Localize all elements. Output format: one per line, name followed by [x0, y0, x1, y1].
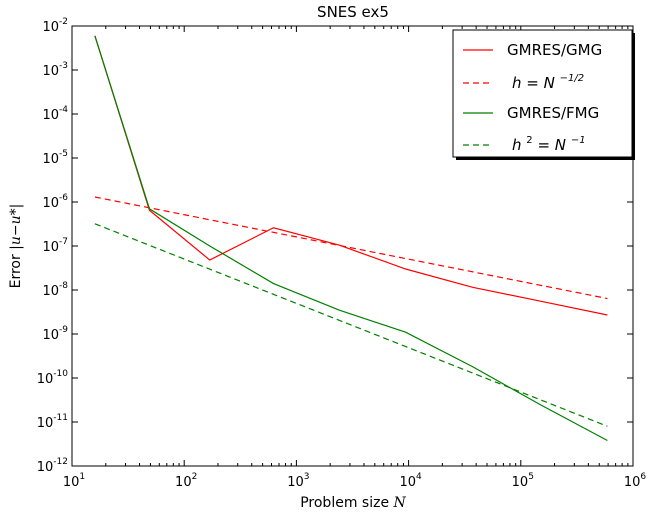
x-tick-label: 106 [624, 472, 647, 490]
legend-h2-sup: −1 [571, 135, 586, 146]
y-axis-label-math: |u−u*| [8, 204, 24, 250]
x-axis-label: Problem size N [300, 495, 406, 511]
legend-label-h-line: h = N −1/2 [512, 73, 584, 92]
legend-label-gmres-gmg: GMRES/GMG [507, 41, 602, 59]
series-line-2 [94, 35, 608, 442]
y-tick-label: 10-10 [37, 369, 69, 387]
x-axis-label-math: N [393, 495, 407, 511]
x-tick-label: 103 [287, 472, 309, 490]
y-tick-label: 10-5 [42, 149, 68, 167]
y-tick-label: 10-12 [37, 457, 68, 475]
series-line-1 [94, 196, 608, 300]
x-tick-label: 104 [399, 472, 422, 490]
chart-title: SNES ex5 [317, 3, 389, 21]
legend-label-h2-line: h 2 = N −1 [512, 129, 586, 154]
svg-text:Error |u−u*|: Error |u−u*| [8, 204, 24, 289]
y-tick-label: 10-7 [42, 237, 68, 255]
series-line-0 [94, 35, 608, 316]
series-line-3 [94, 223, 608, 427]
y-axis-label-text: Error [8, 254, 24, 288]
y-tick-label: 10-9 [42, 325, 68, 343]
legend-label-gmres-fmg: GMRES/FMG [507, 104, 599, 122]
y-tick-label: 10-3 [42, 61, 68, 79]
y-tick-label: 10-4 [42, 105, 68, 123]
legend-h-sup: −1/2 [560, 73, 584, 84]
x-tick-label: 101 [63, 472, 85, 490]
y-axis-label: Error |u−u*| [8, 204, 24, 289]
y-tick-label: 10-8 [42, 281, 68, 299]
y-tick-label: 10-2 [42, 17, 68, 35]
x-axis-label-text: Problem size [300, 495, 389, 511]
legend-h2-base-sup: 2 [526, 135, 532, 146]
legend-box [452, 29, 633, 158]
tick-layer: 101 102 103 104 105 106 10-12 10-11 10-10 10-9 10-… [37, 17, 647, 490]
y-tick-label: 10-6 [42, 193, 68, 211]
y-tick-label: 10-11 [37, 413, 68, 431]
series-layer [94, 35, 608, 442]
legend: GMRES/GMG h = N −1/2 GMRES/FMG h 2 = N −… [452, 29, 635, 160]
x-tick-label: 105 [512, 472, 534, 490]
legend-h-base: h [512, 74, 522, 92]
legend-h2-mid: N [555, 136, 566, 154]
legend-h-mid: N [544, 74, 555, 92]
x-tick-label: 102 [175, 472, 197, 490]
legend-h2-base: h [512, 136, 522, 154]
